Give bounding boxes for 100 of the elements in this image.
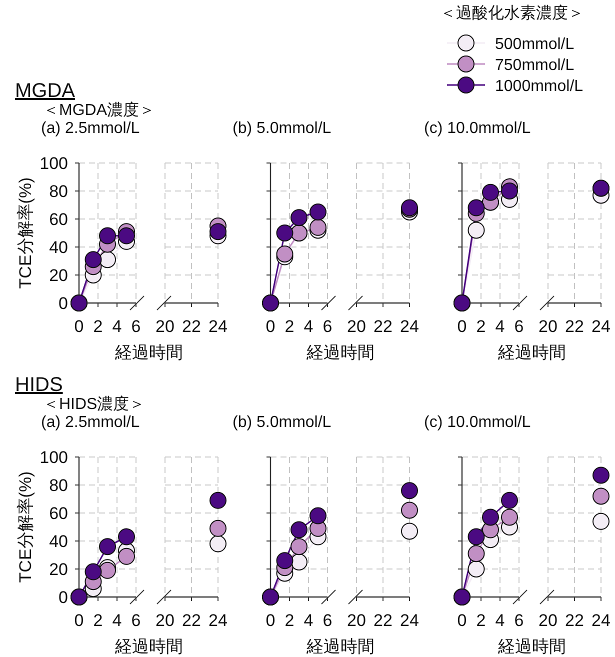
x-tick-label: 6 — [131, 317, 141, 336]
legend-title: ＜過酸化水素濃度＞ — [440, 4, 584, 22]
x-tick-label: 2 — [93, 317, 103, 336]
x-tick-label: 22 — [182, 611, 201, 630]
point — [84, 563, 102, 580]
y-tick-label: 0 — [58, 294, 68, 313]
text: HIDS — [15, 374, 63, 396]
x-tick-label: 2 — [284, 611, 294, 630]
x-tick-label: 24 — [592, 317, 610, 336]
x-tick-label: 20 — [347, 317, 366, 336]
y-tick-label: 0 — [58, 588, 68, 607]
x-tick-label: 20 — [156, 317, 174, 336]
chart-title: (b) 5.0mmol/L — [232, 120, 332, 137]
x-tick-label: 24 — [400, 317, 419, 336]
point — [501, 492, 518, 509]
point — [310, 218, 326, 236]
x-tick-label: 24 — [592, 611, 610, 630]
point — [310, 507, 326, 524]
point — [482, 184, 499, 201]
x-tick-label: 6 — [514, 317, 524, 336]
x-tick-label: 22 — [565, 611, 584, 630]
point — [501, 508, 518, 526]
y-axis-title: TCE分解率(%) — [16, 471, 35, 583]
y-tick-label: 20 — [49, 560, 68, 579]
x-tick-label: 2 — [476, 611, 486, 630]
point — [468, 528, 485, 546]
x-tick-label: 6 — [322, 611, 332, 630]
x-axis-title: 経過時間 — [497, 637, 566, 656]
x-axis-title: 経過時間 — [306, 637, 374, 656]
point — [276, 552, 294, 570]
x-axis-title: 経過時間 — [114, 637, 183, 656]
y-tick-label: 100 — [40, 154, 68, 173]
point — [118, 227, 135, 244]
x-tick-label: 0 — [457, 611, 467, 630]
x-tick-label: 22 — [374, 611, 392, 630]
x-tick-label: 4 — [112, 611, 122, 630]
x-tick-label: 20 — [347, 611, 366, 630]
x-tick-label: 0 — [74, 611, 84, 630]
x-tick-label: 24 — [208, 611, 228, 630]
point — [276, 246, 294, 262]
point — [310, 204, 326, 220]
chart-subtitle: ＜HIDS濃度＞ — [43, 395, 146, 413]
x-tick-label: 6 — [131, 611, 141, 630]
x-tick-label: 2 — [476, 317, 486, 336]
y-tick-label: 20 — [49, 266, 68, 285]
y-tick-label: 100 — [40, 448, 68, 467]
point — [118, 548, 135, 565]
y-tick-label: 60 — [49, 504, 68, 523]
chart-title: (c) 10.0mmol/L — [424, 414, 531, 431]
y-tick-label: 80 — [49, 182, 68, 201]
y-axis-title: TCE分解率(%) — [16, 177, 35, 289]
x-tick-label: 6 — [514, 611, 524, 630]
x-tick-label: 0 — [74, 317, 84, 336]
x-tick-label: 20 — [156, 611, 174, 630]
x-tick-label: 6 — [322, 317, 332, 336]
x-tick-label: 4 — [304, 317, 314, 336]
point — [276, 224, 294, 242]
point — [468, 199, 485, 216]
point — [84, 251, 102, 268]
point — [501, 182, 518, 200]
point — [290, 209, 308, 226]
x-tick-label: 4 — [495, 317, 505, 336]
x-axis-title: 経過時間 — [497, 343, 566, 362]
chart-title: (a) 2.5mmol/L — [41, 120, 140, 137]
point — [118, 528, 135, 546]
x-tick-label: 22 — [565, 317, 584, 336]
x-tick-label: 4 — [112, 317, 122, 336]
x-tick-label: 24 — [208, 317, 228, 336]
x-tick-label: 4 — [304, 611, 314, 630]
x-tick-label: 0 — [457, 317, 467, 336]
x-tick-label: 24 — [400, 611, 419, 630]
x-tick-label: 22 — [182, 317, 201, 336]
x-tick-label: 4 — [495, 611, 505, 630]
point — [468, 560, 485, 578]
x-tick-label: 2 — [93, 611, 103, 630]
chart-subtitle: ＜MGDA濃度＞ — [43, 101, 155, 119]
x-tick-label: 0 — [266, 317, 276, 336]
point — [99, 538, 116, 556]
x-tick-label: 2 — [284, 317, 294, 336]
text: MGDA — [15, 80, 76, 102]
legend-label: 500mmol/L — [495, 36, 574, 53]
chart-title: (c) 10.0mmol/L — [424, 120, 531, 137]
x-tick-label: 20 — [538, 611, 558, 630]
chart-title: (b) 5.0mmol/L — [232, 414, 332, 431]
x-tick-label: 22 — [374, 317, 392, 336]
point — [99, 227, 116, 244]
x-tick-label: 20 — [538, 317, 558, 336]
point — [290, 521, 308, 538]
x-axis-title: 経過時間 — [306, 343, 374, 362]
legend-label: 1000mmol/L — [495, 78, 584, 95]
y-tick-label: 60 — [49, 210, 68, 229]
y-tick-label: 40 — [49, 532, 68, 551]
point — [468, 545, 485, 562]
point — [482, 508, 499, 526]
point — [290, 538, 308, 556]
y-tick-label: 80 — [49, 476, 68, 495]
point — [468, 222, 485, 239]
chart-title: (a) 2.5mmol/L — [41, 414, 140, 431]
legend-label: 750mmol/L — [495, 57, 574, 74]
x-tick-label: 0 — [266, 611, 276, 630]
